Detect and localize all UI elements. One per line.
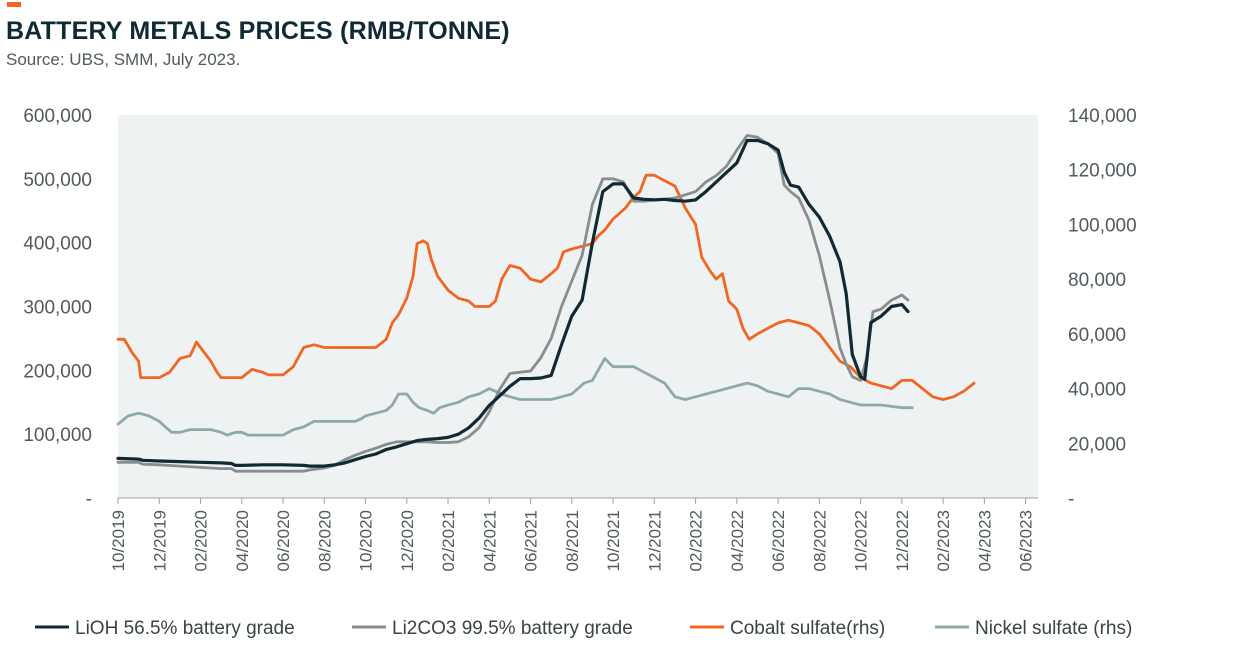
- y-left-tick-label: 400,000: [23, 234, 92, 255]
- legend-label: Li2CO3 99.5% battery grade: [392, 618, 633, 639]
- x-tick-label: 10/2022: [852, 510, 871, 571]
- legend-label: Cobalt sulfate(rhs): [730, 618, 885, 639]
- series-line-2: [116, 173, 976, 401]
- y-right-tick-label: 80,000: [1068, 270, 1126, 291]
- y-right-tick-label: 40,000: [1068, 380, 1126, 401]
- x-tick-label: 06/2021: [522, 510, 541, 571]
- x-tick-label: 04/2020: [233, 510, 252, 571]
- y-left-tick-label: 600,000: [23, 106, 92, 127]
- y-left-tick-label: 500,000: [23, 170, 92, 191]
- series-line-3: [116, 357, 914, 437]
- accent-bar: [7, 2, 21, 7]
- x-tick-label: 10/2019: [109, 510, 128, 571]
- x-tick-label: 06/2023: [1017, 510, 1036, 571]
- y-right-tick-label: 60,000: [1068, 325, 1126, 346]
- x-tick-label: 02/2022: [687, 510, 706, 571]
- legend-label: LiOH 56.5% battery grade: [75, 618, 295, 639]
- x-tick-label: 08/2022: [810, 510, 829, 571]
- x-tick-label: 06/2022: [769, 510, 788, 571]
- y-right-tick-label: 100,000: [1068, 215, 1137, 236]
- y-right-tick-label: 20,000: [1068, 434, 1126, 455]
- x-tick-label: 08/2021: [563, 510, 582, 571]
- y-left-tick-label: -: [86, 489, 92, 510]
- x-tick-label: 04/2022: [728, 510, 747, 571]
- legend-label: Nickel sulfate (rhs): [975, 618, 1132, 639]
- x-tick-label: 02/2020: [192, 510, 211, 571]
- y-right-tick-label: 140,000: [1068, 106, 1137, 127]
- y-right-tick-label: 120,000: [1068, 161, 1137, 182]
- series-line-1: [116, 134, 910, 473]
- y-right-tick-label: -: [1068, 489, 1074, 510]
- x-tick-label: 02/2021: [439, 510, 458, 571]
- page-title: BATTERY METALS PRICES (RMB/TONNE): [6, 17, 510, 45]
- x-tick-label: 08/2020: [315, 510, 334, 571]
- x-tick-label: 10/2020: [357, 510, 376, 571]
- x-tick-label: 12/2020: [398, 510, 417, 571]
- x-tick-label: 02/2023: [934, 510, 953, 571]
- x-tick-label: 04/2023: [975, 510, 994, 571]
- y-left-tick-label: 100,000: [23, 425, 92, 446]
- x-tick-label: 12/2022: [893, 510, 912, 571]
- y-left-tick-label: 200,000: [23, 361, 92, 382]
- page-subtitle: Source: UBS, SMM, July 2023.: [6, 50, 241, 69]
- x-tick-label: 12/2019: [150, 510, 169, 571]
- x-tick-label: 12/2021: [645, 510, 664, 571]
- x-tick-label: 06/2020: [274, 510, 293, 571]
- y-left-tick-label: 300,000: [23, 298, 92, 319]
- x-tick-label: 10/2021: [604, 510, 623, 571]
- series-line-0: [116, 138, 910, 468]
- x-tick-label: 04/2021: [480, 510, 499, 571]
